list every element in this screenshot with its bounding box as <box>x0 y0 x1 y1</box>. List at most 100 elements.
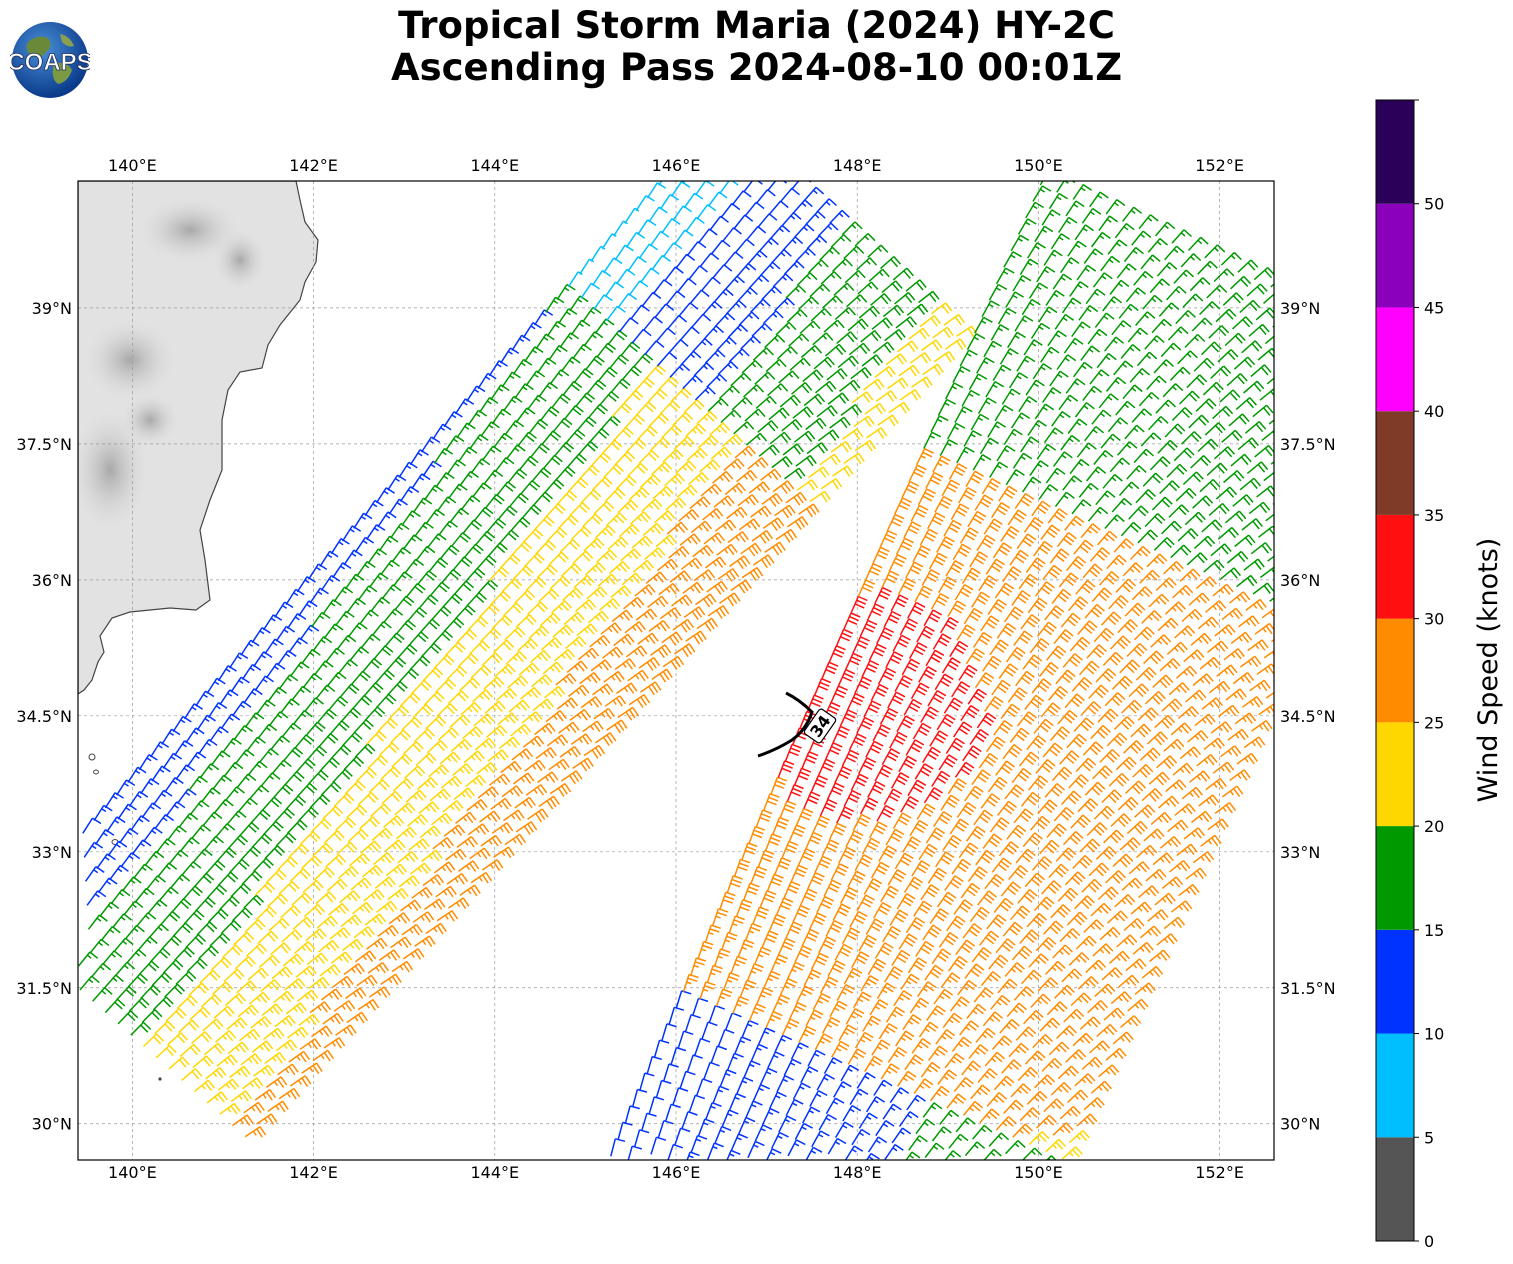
wind-barb <box>500 347 520 364</box>
wind-barb <box>82 817 102 834</box>
colorbar-tick-label: 15 <box>1424 921 1444 940</box>
wind-barb <box>277 1063 299 1076</box>
wind-barb <box>346 804 368 819</box>
wind-barb <box>488 773 511 786</box>
wind-barb <box>438 727 460 741</box>
wind-barb <box>363 889 385 902</box>
japan-landmass <box>78 181 319 695</box>
wind-barb <box>693 569 716 582</box>
wind-barb <box>117 1010 139 1025</box>
wind-barb <box>593 707 615 720</box>
wind-barb <box>316 915 338 929</box>
wind-barb <box>381 790 403 805</box>
wind-barb <box>390 936 412 949</box>
wind-barb <box>690 520 713 534</box>
wind-barb <box>419 618 441 634</box>
wind-barb <box>654 303 675 319</box>
wind-barb <box>181 861 202 877</box>
terrain-shade <box>214 230 266 290</box>
wind-barb <box>319 550 339 567</box>
wind-barb <box>792 406 814 419</box>
island <box>93 769 99 775</box>
wind-barb <box>655 534 677 548</box>
wind-barb <box>500 760 522 774</box>
wind-barb <box>663 473 686 487</box>
wind-barb <box>464 567 486 583</box>
wind-barb <box>560 563 582 577</box>
wind-barb <box>505 651 527 665</box>
wind-barb <box>192 848 213 864</box>
wind-barb <box>336 841 358 856</box>
wind-barb <box>714 519 737 532</box>
wind-barb <box>446 872 469 885</box>
wind-barb <box>339 683 360 699</box>
wind-barb <box>494 663 516 678</box>
wind-barb <box>601 439 623 455</box>
wind-barb <box>371 621 392 637</box>
wind-barb <box>730 372 752 387</box>
wind-barb <box>665 497 687 511</box>
terrain-shade <box>140 198 240 262</box>
wind-barb <box>577 440 599 456</box>
wind-barb <box>168 849 189 865</box>
wind-barb <box>623 596 645 610</box>
wind-barb <box>179 1043 201 1057</box>
wind-barb <box>771 456 793 469</box>
wind-barb <box>687 472 710 486</box>
colorbar-tick-label: 35 <box>1424 506 1444 525</box>
terrain-shade <box>122 394 178 446</box>
wind-barb <box>398 668 420 683</box>
chart-title-line-1: Tropical Storm Maria (2024) HY-2C <box>398 4 1115 47</box>
wind-barb <box>305 721 326 737</box>
wind-barb <box>782 443 804 456</box>
wind-barb <box>149 741 170 758</box>
wind-barb <box>425 922 447 935</box>
wind-barb <box>534 515 555 531</box>
wind-barb <box>535 540 557 555</box>
wind-barb <box>454 604 476 620</box>
wind-barb <box>600 415 621 430</box>
wind-barb <box>274 1015 296 1028</box>
wind-barb <box>748 274 770 289</box>
wind-barb <box>154 1020 176 1035</box>
wind-barb <box>104 998 126 1014</box>
wind-barb <box>251 833 273 848</box>
wind-barb <box>796 479 819 491</box>
colorbar-bin <box>1376 514 1414 619</box>
wind-barb <box>522 735 545 748</box>
wind-barb <box>116 986 137 1001</box>
wind-barb <box>426 740 448 754</box>
wind-barb <box>271 966 293 980</box>
wind-barb <box>721 433 743 448</box>
wind-barb <box>339 890 361 904</box>
wind-barb <box>288 843 310 858</box>
wind-barb <box>544 685 566 699</box>
wind-barb <box>374 876 396 889</box>
wind-barb <box>168 1056 190 1070</box>
wind-barb <box>589 635 611 648</box>
wind-barb <box>262 614 283 631</box>
wind-barb <box>164 983 186 998</box>
wind-barb <box>383 815 405 829</box>
wind-barb <box>515 821 538 835</box>
wind-barb <box>627 462 649 477</box>
wind-barb <box>488 566 510 582</box>
wind-barb <box>563 611 585 625</box>
wind-barb <box>707 605 730 619</box>
wind-barb <box>474 530 496 546</box>
wind-barb <box>576 416 597 432</box>
wind-barb <box>604 695 627 707</box>
wind-barb <box>260 772 281 788</box>
wind-barb <box>385 863 408 877</box>
wind-barb <box>628 487 650 501</box>
wind-barb <box>353 719 374 734</box>
wind-barb <box>354 743 376 758</box>
wind-barb <box>190 824 212 840</box>
wind-barb <box>615 475 637 490</box>
wind-barb <box>342 938 364 952</box>
wind-barb <box>258 748 279 764</box>
wind-barb <box>493 639 515 654</box>
wind-barb <box>332 975 354 988</box>
wind-barb <box>747 457 769 470</box>
wind-barb <box>373 852 395 865</box>
